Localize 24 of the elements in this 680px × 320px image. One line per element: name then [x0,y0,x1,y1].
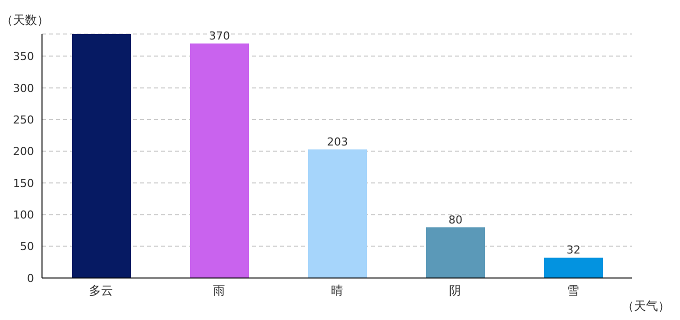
y-tick-label: 250 [13,113,34,126]
x-tick-label: 雪 [567,284,579,298]
x-tick-label: 多云 [89,284,113,298]
x-tick-label: 雨 [213,284,225,298]
x-tick-label: 晴 [331,284,343,298]
y-tick-label: 350 [13,50,34,64]
data-label: 203 [327,135,348,148]
data-label: 80 [448,213,462,226]
y-tick-label: 0 [27,272,34,285]
bar [190,44,249,278]
bar [544,258,603,278]
y-tick-label: 300 [13,82,34,95]
x-tick-label: 阴 [449,284,461,298]
bar [308,149,367,278]
data-label: 32 [566,244,580,257]
y-tick-label: 50 [20,240,34,254]
y-tick-label: 150 [13,176,34,190]
y-tick-label: 100 [13,208,34,222]
data-label: 370 [209,30,230,43]
y-tick-label: 200 [13,145,34,158]
bar [426,227,485,278]
bar [72,34,131,278]
x-axis-title: （天气） [622,299,670,313]
y-axis-title: （天数） [1,13,49,27]
